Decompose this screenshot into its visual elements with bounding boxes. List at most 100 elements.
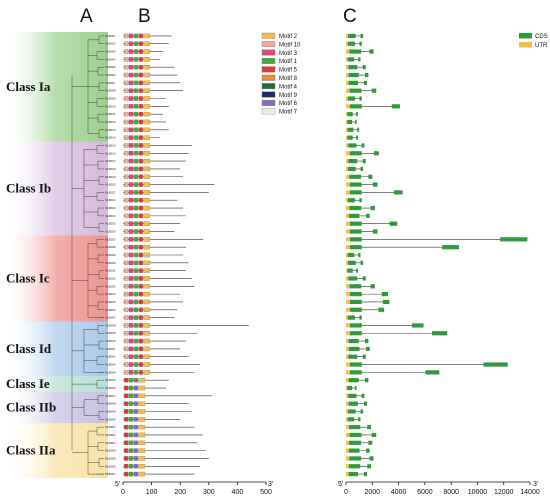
- class-band-4: [2, 376, 108, 392]
- motif-block: [128, 362, 134, 367]
- gene-label: NtLBD42: [105, 355, 116, 359]
- motif-block: [133, 456, 138, 461]
- cds-block: [369, 49, 374, 54]
- motif-block: [133, 158, 138, 164]
- gene-label: NtLBD03: [105, 50, 116, 54]
- cds-block: [349, 205, 362, 211]
- cds-block: [348, 409, 356, 414]
- class-labels: Class Ia Class Ib Class Ic Class Id Class Ie…: [6, 79, 56, 458]
- cds-block: [364, 338, 369, 344]
- motif-block: [124, 190, 129, 195]
- cds-block: [347, 417, 355, 422]
- cds-block: [356, 112, 358, 117]
- motif-block: [138, 166, 143, 172]
- cds-block: [354, 119, 357, 125]
- cds-block: [359, 41, 362, 46]
- motif-block: [138, 464, 146, 469]
- gene-label: NtLBD20: [105, 183, 116, 187]
- utr-block: [346, 260, 349, 265]
- motif-block: [128, 338, 134, 344]
- motif-block: [124, 417, 129, 422]
- cds-block: [349, 362, 362, 367]
- motif-block: [133, 33, 138, 39]
- cds-block: [347, 252, 355, 258]
- utr-block: [346, 237, 350, 242]
- cds-block: [359, 96, 362, 101]
- utr-block: [346, 182, 350, 187]
- structure-legend-label: CDS: [535, 34, 548, 40]
- motif-block: [133, 440, 138, 445]
- motif-block: [128, 244, 134, 250]
- motif-block: [124, 127, 129, 133]
- cds-block: [382, 299, 390, 305]
- motif-block: [124, 80, 129, 86]
- utr-block: [346, 143, 349, 148]
- motif-axis-tick: 300: [203, 489, 215, 496]
- motif-block: [124, 315, 129, 320]
- gene-axis-tick: 6000: [417, 489, 433, 496]
- cds-block: [348, 338, 359, 344]
- motif-block: [138, 229, 143, 234]
- motif-block: [133, 80, 138, 86]
- motif-block: [138, 284, 143, 289]
- gene-label: NtLBD43: [105, 363, 116, 367]
- utr-block: [346, 198, 348, 203]
- cds-block: [391, 104, 400, 109]
- motif-block: [124, 354, 129, 359]
- cds-block: [348, 65, 358, 70]
- cds-block: [360, 166, 364, 172]
- gene-label: NtLBD01: [105, 34, 116, 38]
- cds-block: [361, 393, 365, 398]
- motif-block: [133, 268, 138, 273]
- motif-block: [138, 338, 143, 344]
- motif-block: [133, 260, 138, 266]
- motif-block: [128, 440, 134, 445]
- motif-block: [124, 213, 129, 219]
- motif-block: [138, 448, 146, 453]
- motif-legend-label: Motif 2: [279, 34, 298, 40]
- motif-block: [138, 307, 143, 312]
- motif-block: [133, 41, 138, 46]
- motif-legend-label: Motif 4: [279, 84, 298, 90]
- cds-block: [372, 229, 378, 234]
- utr-block: [346, 252, 348, 258]
- motif-block: [133, 370, 138, 375]
- motif-block: [133, 65, 138, 70]
- cds-block: [349, 370, 362, 375]
- motif-block: [138, 119, 143, 125]
- motif-block: [138, 135, 143, 140]
- gene-label: NtLBD04: [105, 57, 116, 61]
- class-band-6: [2, 423, 108, 478]
- utr-block: [346, 409, 349, 414]
- motif-block: [128, 174, 134, 179]
- motif-block: [143, 158, 150, 164]
- motif-legend-label: Motif 10: [279, 42, 301, 48]
- motif-block: [138, 346, 143, 352]
- motif-block: [133, 362, 138, 367]
- class-band-1: [2, 141, 108, 236]
- motif-block: [138, 276, 143, 281]
- motif-block: [138, 440, 146, 445]
- motif-block: [124, 237, 129, 242]
- motif-block: [133, 104, 138, 109]
- motif-axis-tick: 500: [260, 489, 272, 496]
- motif-block: [133, 213, 138, 219]
- motif-block: [124, 158, 129, 164]
- motif-block: [133, 72, 138, 78]
- cds-block: [425, 370, 440, 375]
- class-label-5: Class IIb: [6, 400, 56, 415]
- motif-block: [138, 432, 146, 438]
- gene-label: NtLBD49: [105, 409, 116, 413]
- cds-block: [347, 127, 354, 132]
- motif-block: [138, 104, 143, 109]
- cds-block: [373, 151, 379, 156]
- gene-structure-panel: [346, 33, 528, 477]
- gene-label: NtLBD09: [105, 97, 116, 101]
- motif-block: [138, 96, 143, 101]
- gene-label: NtLBD56: [105, 464, 116, 468]
- motif-block: [128, 158, 134, 164]
- motif-block: [124, 432, 129, 438]
- class-band-5: [2, 391, 108, 424]
- motif-block: [133, 205, 138, 211]
- gene-axis-tick: 8000: [443, 489, 459, 496]
